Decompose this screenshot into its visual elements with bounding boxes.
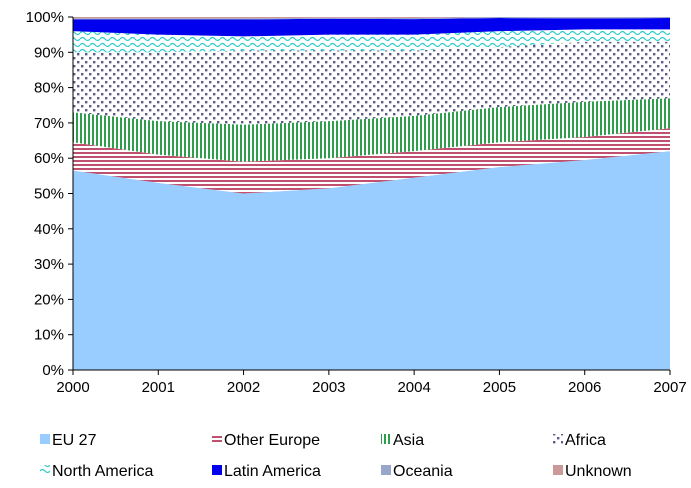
y-tick-label: 40% bbox=[34, 221, 64, 238]
area-eu-27 bbox=[73, 151, 670, 370]
area-other-europe bbox=[73, 128, 670, 194]
area-africa bbox=[73, 41, 670, 125]
y-tick-label: 50% bbox=[34, 186, 64, 203]
area-unknown bbox=[73, 17, 670, 19]
y-tick-label: 60% bbox=[34, 150, 64, 167]
y-tick-label: 20% bbox=[34, 291, 64, 308]
x-tick-label: 2007 bbox=[653, 379, 686, 396]
legend-label-africa: Africa bbox=[565, 432, 606, 449]
area-north-america bbox=[73, 29, 670, 53]
legend-swatch-latin-america bbox=[212, 465, 222, 475]
y-tick-label: 30% bbox=[34, 256, 64, 273]
x-tick-label: 2003 bbox=[312, 379, 345, 396]
x-tick-label: 2004 bbox=[397, 379, 430, 396]
y-tick-label: 90% bbox=[34, 44, 64, 61]
x-tick-label: 2006 bbox=[568, 379, 601, 396]
legend-label-asia: Asia bbox=[393, 432, 424, 449]
legend-swatch-africa bbox=[553, 434, 563, 444]
x-tick-label: 2002 bbox=[227, 379, 260, 396]
y-tick-label: 70% bbox=[34, 115, 64, 132]
legend-label-latin-america: Latin America bbox=[224, 463, 321, 480]
legend-swatch-unknown bbox=[553, 465, 563, 475]
legend-label-eu-27: EU 27 bbox=[52, 432, 97, 449]
y-tick-label: 100% bbox=[26, 9, 64, 26]
y-tick-label: 80% bbox=[34, 80, 64, 97]
y-tick-label: 10% bbox=[34, 327, 64, 344]
x-tick-label: 2001 bbox=[142, 379, 175, 396]
legend-swatch-north-america bbox=[40, 465, 50, 475]
area-oceania bbox=[73, 17, 670, 20]
x-tick-label: 2000 bbox=[56, 379, 89, 396]
legend-label-oceania: Oceania bbox=[393, 463, 453, 480]
area-asia bbox=[73, 98, 670, 162]
y-tick-label: 0% bbox=[42, 362, 64, 379]
legend-label-north-america: North America bbox=[52, 463, 153, 480]
legend-swatch-asia bbox=[381, 434, 391, 444]
legend-label-unknown: Unknown bbox=[565, 463, 632, 480]
legend-swatch-oceania bbox=[381, 465, 391, 475]
areas-layer bbox=[73, 17, 670, 370]
legend: EU 27 Other Europe Asia Africa North America… bbox=[40, 432, 632, 480]
legend-swatch-eu-27 bbox=[40, 434, 50, 444]
legend-swatch-other-europe bbox=[212, 434, 222, 444]
axes-layer: 0% 10% 20% 30% 40% 50% 60% 70% 80% 90% 100% 2000 200… bbox=[26, 9, 687, 396]
legend-label-other-europe: Other Europe bbox=[224, 432, 320, 449]
area-latin-america bbox=[73, 18, 670, 37]
x-tick-label: 2005 bbox=[483, 379, 516, 396]
